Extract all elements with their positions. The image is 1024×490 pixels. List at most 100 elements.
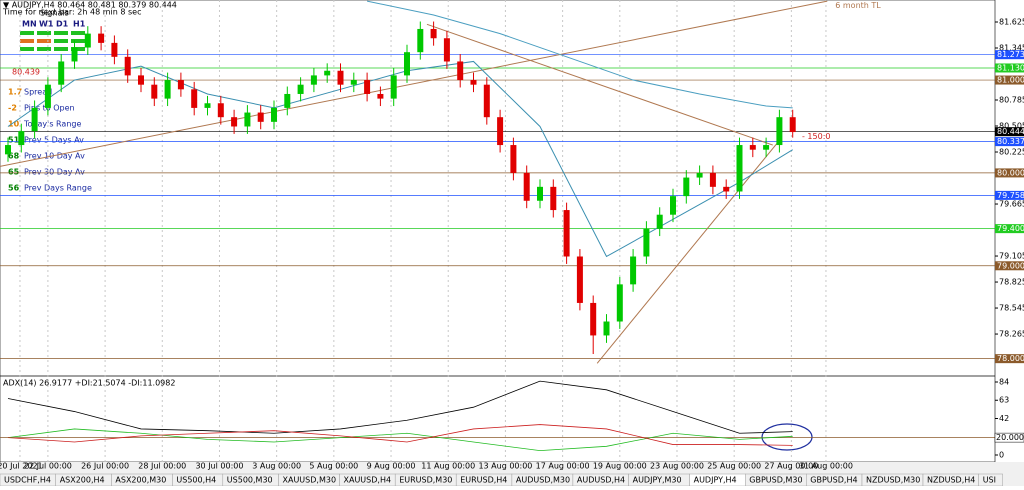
x-tick-label: 9 Aug 00:00 <box>367 462 416 471</box>
timeframe-button[interactable]: W1 <box>39 20 54 29</box>
signal-block <box>37 31 51 35</box>
tab-label[interactable]: EURUSD,M30 <box>399 476 452 485</box>
candle-body <box>616 284 623 322</box>
candle-body <box>98 33 105 43</box>
candle-body <box>590 302 597 336</box>
candle-body <box>736 145 743 192</box>
candle-body <box>138 75 144 85</box>
level-label: 80.444 <box>997 127 1024 136</box>
level-box <box>995 127 1024 137</box>
candle-body <box>231 117 238 127</box>
level-label: 79.000 <box>997 261 1024 270</box>
candle-body <box>31 107 38 132</box>
candle-body <box>404 52 410 76</box>
timeframe-button[interactable]: MN <box>22 20 37 29</box>
level-box <box>995 50 1024 60</box>
level-label: 81.273 <box>997 50 1024 59</box>
tab-label[interactable]: ASX200,M30 <box>115 476 166 485</box>
x-tick-label: 27 Aug 00:00 <box>764 462 818 471</box>
tab-label[interactable]: US500,H4 <box>176 476 216 485</box>
tab-label[interactable]: US500,M30 <box>227 476 273 485</box>
candle-body <box>497 117 504 146</box>
candle-body <box>563 210 570 257</box>
tab-label[interactable]: GBPUSD,H4 <box>810 476 857 485</box>
signal-block <box>37 47 51 51</box>
adx-line <box>7 424 793 446</box>
candle-body <box>18 131 25 146</box>
info-value: -2 <box>8 104 17 113</box>
moving-average <box>366 0 793 109</box>
signal-block <box>37 39 51 43</box>
x-tick-label: 31 Aug 00:00 <box>799 462 853 471</box>
tab-label[interactable]: USDCHF,H4 <box>4 476 51 485</box>
tab-label[interactable]: XAUUSD,H4 <box>344 476 392 485</box>
signal-block <box>54 31 68 35</box>
annotation: - 150:0 <box>802 132 830 141</box>
candle-body <box>670 196 676 215</box>
candle-body <box>84 33 91 48</box>
candle-body <box>683 177 690 197</box>
info-value: 65 <box>8 168 20 177</box>
level-box <box>995 75 1024 85</box>
tab-label[interactable]: AUDUSD,H4 <box>577 476 625 485</box>
candle-body <box>124 56 131 76</box>
candle-body <box>204 103 211 108</box>
tab-label[interactable]: AUDUSD,M30 <box>516 476 570 485</box>
level-label: 78.000 <box>997 354 1024 363</box>
level-label: 79.758 <box>997 191 1024 200</box>
candle-body <box>44 84 51 108</box>
candle-body <box>377 93 384 99</box>
x-tick-label: 23 Aug 00:00 <box>650 462 704 471</box>
tab-label[interactable]: ASX200,H4 <box>60 476 105 485</box>
info-label: Today's Range <box>23 120 81 129</box>
x-tick-label: 11 Aug 00:00 <box>421 462 475 471</box>
level-label: 81.130 <box>997 63 1024 72</box>
candle-body <box>350 80 357 85</box>
signals-label: Signals <box>40 9 69 18</box>
level-box <box>995 224 1024 234</box>
candle-body <box>364 80 371 94</box>
adx-line <box>7 428 793 452</box>
adx-tick-label: 63 <box>999 396 1009 405</box>
candle-body <box>630 256 637 285</box>
tab-label[interactable]: EURUSD,H4 <box>460 476 507 485</box>
tab-label[interactable]: AUDJPY,H4 <box>694 476 737 485</box>
signal-block <box>71 39 85 43</box>
x-tick-label: 3 Aug 00:00 <box>252 462 301 471</box>
level-label: 79.400 <box>997 224 1024 233</box>
timeframe-button[interactable]: D1 <box>56 20 69 29</box>
adx-tick-label: 0 <box>999 451 1004 460</box>
x-tick-label: 20 Jul 2021 <box>0 462 43 471</box>
tab-label[interactable]: AUDJPY,M30 <box>633 476 682 485</box>
info-value: 1.7 <box>8 88 22 97</box>
candle-body <box>430 28 437 39</box>
level-box <box>995 190 1024 200</box>
candle-body <box>297 84 304 94</box>
y-tick-label: 78.265 <box>999 330 1024 339</box>
x-tick-label: 25 Aug 00:00 <box>707 462 761 471</box>
info-label: Prev Days Range <box>24 184 92 193</box>
signal-block <box>71 31 85 35</box>
y-tick-label: 80.505 <box>999 122 1024 131</box>
tab-label[interactable]: NZDUSD,M30 <box>866 476 920 485</box>
y-tick-label: 80.225 <box>999 148 1024 157</box>
candle-body <box>550 186 557 211</box>
candle-body <box>523 172 530 201</box>
tab-label[interactable]: NZDUSD,H4 <box>927 476 975 485</box>
chart-header: ▼ AUDJPY,H4 80.464 80.481 80.379 80.444 <box>3 1 177 10</box>
candle-body <box>643 228 650 257</box>
y-tick-label: 78.545 <box>999 304 1024 313</box>
timeframe-button[interactable]: H1 <box>73 20 86 29</box>
tab-label[interactable]: USI <box>983 476 996 485</box>
signal-block <box>71 47 85 51</box>
candle-body <box>443 38 450 62</box>
candle-body <box>603 321 610 336</box>
trendline <box>596 140 780 364</box>
info-label: Prev 5 Days Av <box>24 136 84 145</box>
adx-line <box>7 380 793 434</box>
tab-label[interactable]: GBPUSD,M30 <box>749 476 802 485</box>
candle-body <box>483 84 490 118</box>
tab-label[interactable]: XAUUSD,M30 <box>283 476 337 485</box>
candle-body <box>696 172 703 178</box>
